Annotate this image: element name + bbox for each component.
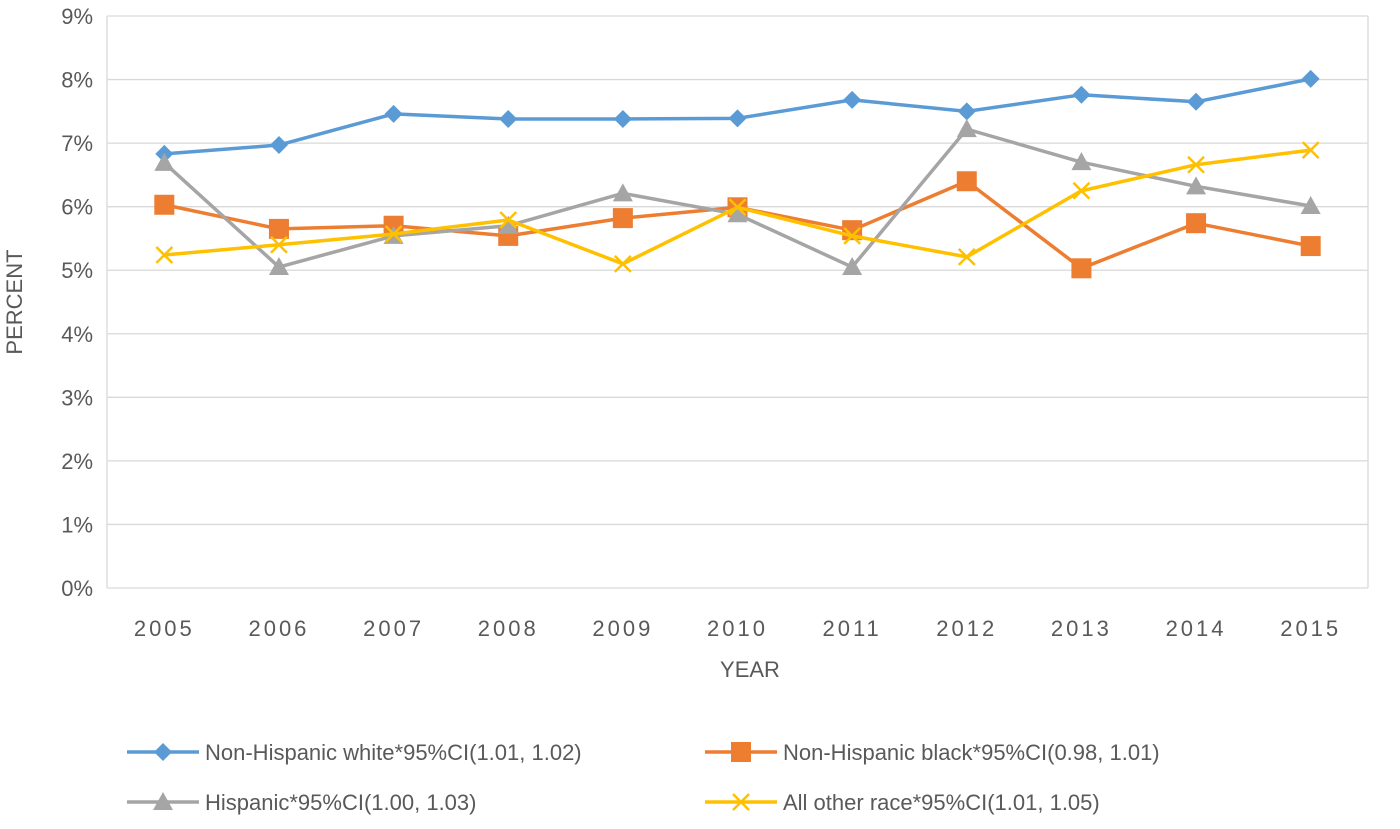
data-point: [269, 136, 288, 155]
x-axis-ticks: 2005 2006 2007 2008 2009 2010 2011 2012 2013 2014…: [134, 616, 1341, 641]
x-tick-label: 2009: [592, 616, 653, 641]
legend-label: Non-Hispanic white*95%CI(1.01, 1.02): [205, 740, 582, 765]
data-point: [957, 102, 976, 121]
x-tick-label: 2007: [363, 616, 424, 641]
y-tick-label: 4%: [61, 322, 93, 347]
data-point: [956, 119, 977, 138]
y-axis-ticks: 0% 1% 2% 3% 4% 5% 6% 7% 8% 9%: [61, 4, 93, 601]
data-point: [499, 109, 518, 128]
data-point: [727, 204, 748, 223]
y-tick-label: 8%: [61, 68, 93, 93]
data-point: [154, 152, 175, 171]
data-point: [499, 211, 518, 229]
legend-item: Non-Hispanic white*95%CI(1.01, 1.02): [127, 740, 582, 765]
y-tick-label: 0%: [61, 576, 93, 601]
legend-label: Non-Hispanic black*95%CI(0.98, 1.01): [783, 740, 1160, 765]
legend-marker: [732, 793, 750, 811]
data-point: [384, 104, 403, 123]
data-point: [1300, 196, 1321, 215]
x-tick-label: 2014: [1166, 616, 1227, 641]
data-point: [1072, 85, 1091, 104]
x-tick-label: 2010: [707, 616, 768, 641]
data-point: [612, 183, 633, 202]
gridlines: [106, 15, 1369, 589]
y-tick-label: 6%: [61, 195, 93, 220]
x-tick-label: 2012: [936, 616, 997, 641]
data-point: [956, 171, 977, 192]
data-point: [728, 198, 747, 217]
x-tick-label: 2011: [822, 616, 881, 641]
series-group: [154, 69, 1321, 279]
data-point: [1187, 92, 1206, 111]
data-point: [1301, 141, 1320, 159]
y-axis-label: PERCENT: [2, 249, 27, 354]
y-tick-label: 1%: [61, 512, 93, 537]
x-tick-label: 2005: [134, 616, 195, 641]
x-tick-label: 2008: [478, 616, 539, 641]
data-point: [728, 109, 747, 128]
series-0: [155, 69, 1320, 163]
series-3: [155, 141, 1320, 273]
data-point: [498, 215, 519, 234]
data-point: [270, 235, 288, 254]
data-point: [1186, 213, 1207, 234]
legend-marker: [731, 742, 751, 762]
legend-marker: [153, 792, 173, 810]
x-tick-label: 2013: [1051, 616, 1112, 641]
data-point: [1071, 152, 1092, 171]
y-tick-label: 2%: [61, 449, 93, 474]
data-point: [384, 225, 403, 243]
data-point: [1071, 258, 1092, 279]
data-point: [268, 257, 289, 276]
data-point: [1186, 176, 1207, 195]
data-point: [842, 257, 863, 276]
y-tick-label: 7%: [61, 131, 93, 156]
data-point: [843, 90, 862, 109]
legend-item: Non-Hispanic black*95%CI(0.98, 1.01): [705, 740, 1160, 765]
series-line: [163, 179, 1312, 271]
data-point: [268, 218, 289, 239]
legend-label: All other race*95%CI(1.01, 1.05): [783, 790, 1100, 815]
data-point: [613, 254, 632, 273]
legend: Non-Hispanic white*95%CI(1.01, 1.02) Non-…: [127, 740, 1160, 815]
legend-marker: [154, 743, 172, 761]
data-point: [1301, 69, 1320, 88]
data-point: [1300, 236, 1321, 257]
data-point: [613, 109, 632, 128]
series-1: [154, 171, 1321, 279]
y-tick-label: 3%: [61, 385, 93, 410]
x-axis-label: YEAR: [720, 657, 780, 682]
x-tick-label: 2006: [248, 616, 309, 641]
data-point: [1072, 181, 1091, 200]
y-tick-label: 5%: [61, 258, 93, 283]
data-point: [957, 247, 976, 266]
data-point: [154, 194, 175, 215]
legend-label: Hispanic*95%CI(1.00, 1.03): [205, 790, 476, 815]
y-tick-label: 9%: [61, 4, 93, 29]
legend-item: All other race*95%CI(1.01, 1.05): [705, 790, 1100, 815]
data-point: [155, 246, 174, 264]
data-point: [1187, 155, 1205, 174]
legend-item: Hispanic*95%CI(1.00, 1.03): [127, 790, 476, 815]
data-point: [843, 227, 862, 245]
data-point: [612, 208, 633, 229]
x-tick-label: 2015: [1280, 616, 1341, 641]
